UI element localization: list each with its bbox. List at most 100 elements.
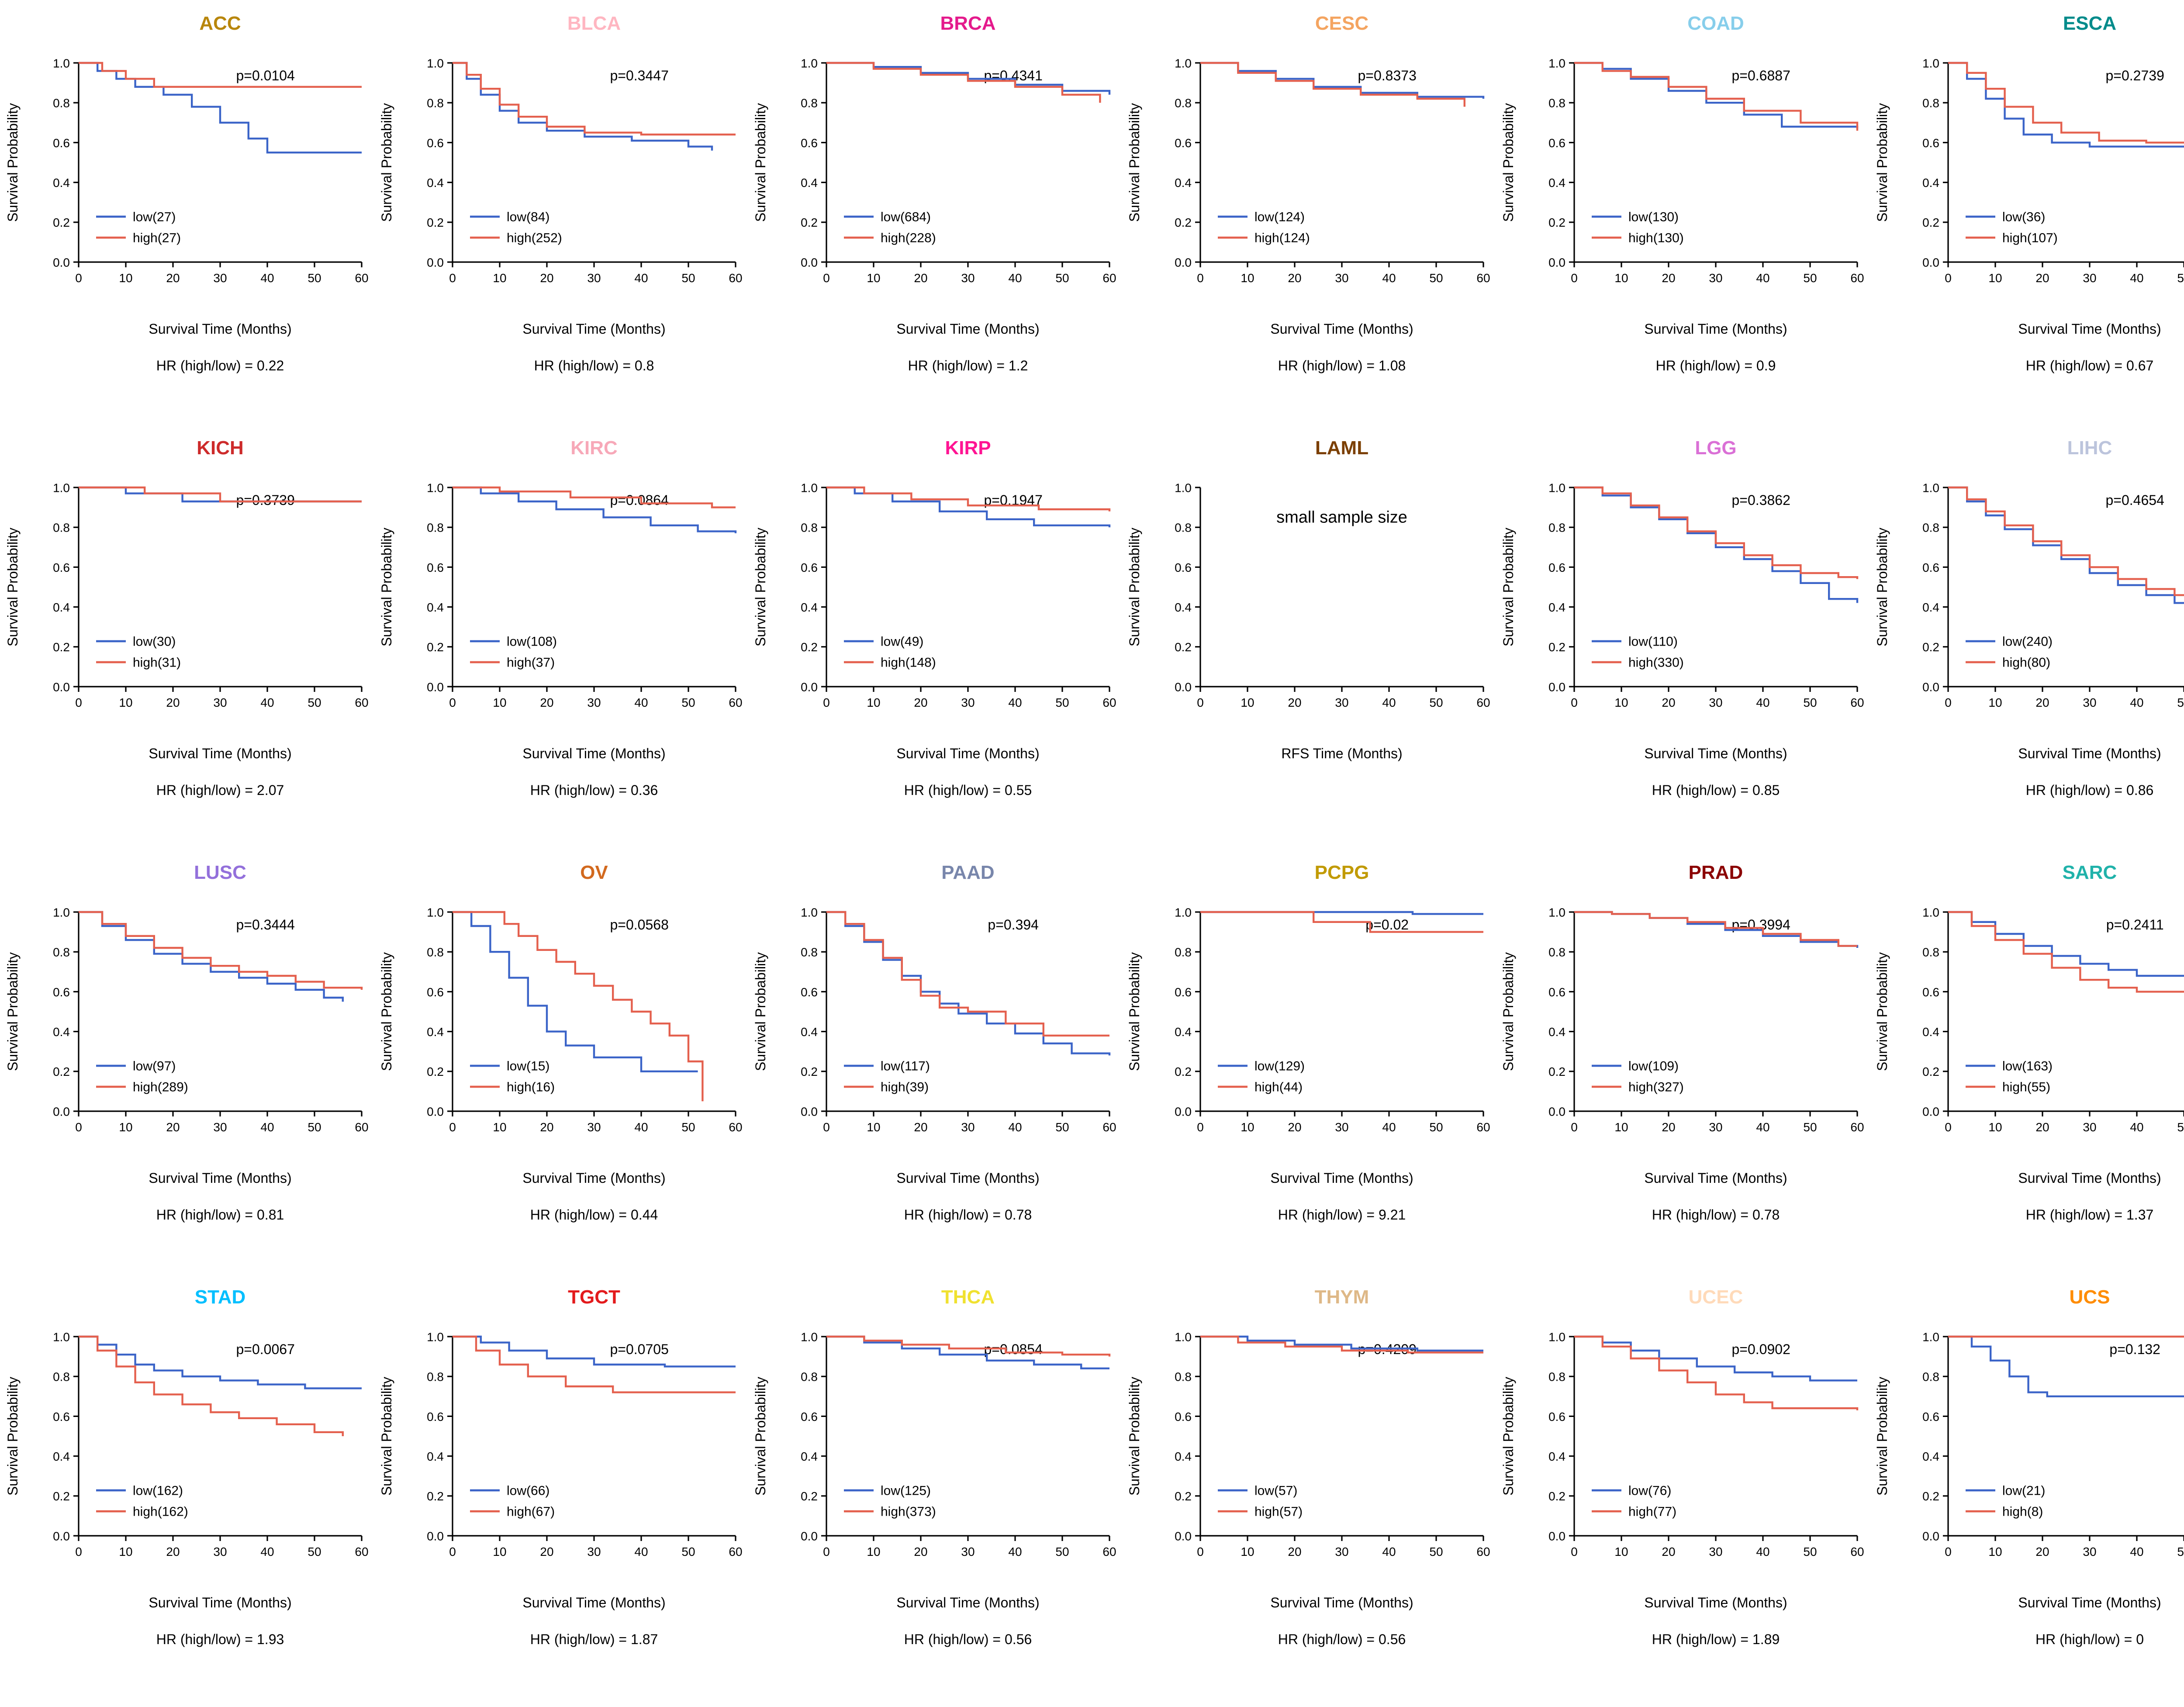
x-tick-label: 60 bbox=[1850, 1120, 1864, 1134]
survival-curve-high bbox=[1948, 62, 2184, 144]
legend-label-high: high(373) bbox=[881, 1504, 936, 1519]
y-tick-label: 1.0 bbox=[53, 1330, 70, 1344]
panel-THYM: THYM 1.0 0.8 0.6 0.4 0.2 0.0 0 10 20 30 40 50 60 Survi… bbox=[1123, 1274, 1497, 1698]
hr-label: HR (high/low) = 9.21 bbox=[1278, 1207, 1406, 1223]
hr-label: HR (high/low) = 0.9 bbox=[1656, 358, 1776, 373]
x-tick-label: 0 bbox=[1571, 1545, 1578, 1558]
x-tick-label: 0 bbox=[75, 696, 82, 709]
panel-BLCA: BLCA 1.0 0.8 0.6 0.4 0.2 0.0 0 10 20 30 40 50 60 Survi… bbox=[376, 0, 750, 425]
x-tick-label: 30 bbox=[2083, 1545, 2096, 1558]
x-tick-label: 30 bbox=[587, 271, 601, 285]
hr-label: HR (high/low) = 1.08 bbox=[1278, 358, 1406, 373]
y-tick-label: 0.6 bbox=[1175, 1410, 1192, 1424]
panel-svg-KICH: KICH 1.0 0.8 0.6 0.4 0.2 0.0 0 10 20 30 40 50 60 Survi… bbox=[5, 437, 369, 798]
x-tick-label: 20 bbox=[2035, 271, 2049, 285]
survival-curve-high bbox=[1574, 62, 1859, 131]
y-axis-label: Survival Probability bbox=[753, 1377, 768, 1496]
y-tick-label: 1.0 bbox=[53, 905, 70, 919]
x-tick-label: 0 bbox=[449, 1120, 456, 1134]
x-tick-label: 10 bbox=[493, 1120, 506, 1134]
y-tick-label: 0.2 bbox=[1548, 640, 1565, 654]
y-tick-label: 0.0 bbox=[801, 256, 818, 269]
y-tick-label: 0.4 bbox=[427, 1025, 444, 1039]
x-axis-label: Survival Time (Months) bbox=[1644, 1170, 1787, 1186]
panel-SARC: SARC1.00.80.60.40.20.00102030405060Survi… bbox=[1871, 849, 2184, 1274]
y-tick-label: 0.0 bbox=[1175, 1105, 1192, 1118]
x-tick-label: 40 bbox=[1382, 271, 1396, 285]
y-tick-label: 0.4 bbox=[1922, 1025, 1939, 1039]
y-tick-label: 0.2 bbox=[1548, 1065, 1565, 1078]
y-tick-label: 0.8 bbox=[801, 521, 818, 535]
x-tick-label: 50 bbox=[308, 1545, 321, 1558]
x-tick-label: 50 bbox=[2177, 1545, 2184, 1558]
y-tick-label: 0.8 bbox=[1175, 97, 1192, 110]
x-tick-label: 30 bbox=[2083, 271, 2096, 285]
x-axis-label: Survival Time (Months) bbox=[1644, 1595, 1787, 1610]
x-tick-label: 20 bbox=[540, 271, 553, 285]
x-tick-label: 40 bbox=[1008, 1545, 1022, 1558]
survival-curve-low bbox=[1200, 1335, 1483, 1352]
y-tick-label: 0.6 bbox=[427, 136, 444, 150]
y-tick-label: 0.2 bbox=[1922, 216, 1939, 229]
x-tick-label: 30 bbox=[2083, 696, 2096, 709]
x-tick-label: 40 bbox=[260, 1545, 274, 1558]
panel-svg-OV: OV 1.0 0.8 0.6 0.4 0.2 0.0 0 10 20 30 40 50 60 Surviva… bbox=[379, 862, 743, 1223]
x-tick-label: 50 bbox=[2177, 271, 2184, 285]
panel-title: UCS bbox=[2070, 1286, 2110, 1308]
x-tick-label: 10 bbox=[493, 696, 506, 709]
x-tick-label: 30 bbox=[213, 696, 227, 709]
y-tick-label: 0.0 bbox=[53, 680, 70, 694]
panel-title: THCA bbox=[941, 1286, 995, 1308]
y-tick-label: 0.6 bbox=[1548, 985, 1565, 999]
y-tick-label: 0.8 bbox=[1175, 521, 1192, 535]
y-axis-label: Survival Probability bbox=[379, 952, 394, 1071]
y-axis-label: Survival Probability bbox=[1127, 103, 1142, 222]
x-axis-label: Survival Time (Months) bbox=[896, 1595, 1039, 1610]
panel-title: TGCT bbox=[568, 1286, 620, 1308]
legend-label-high: high(228) bbox=[881, 231, 936, 245]
x-tick-label: 50 bbox=[1429, 1120, 1443, 1134]
legend-label-low: low(84) bbox=[507, 210, 549, 224]
x-axis-label: Survival Time (Months) bbox=[2018, 1595, 2161, 1610]
hr-label: HR (high/low) = 0.81 bbox=[156, 1207, 284, 1223]
x-tick-label: 60 bbox=[1850, 1545, 1864, 1558]
y-tick-label: 0.8 bbox=[1175, 1370, 1192, 1384]
x-axis-label: Survival Time (Months) bbox=[522, 746, 665, 761]
x-tick-label: 30 bbox=[1709, 1120, 1722, 1134]
legend-label-low: low(240) bbox=[2002, 634, 2053, 649]
y-tick-label: 0.2 bbox=[427, 640, 444, 654]
panel-svg-THYM: THYM 1.0 0.8 0.6 0.4 0.2 0.0 0 10 20 30 40 50 60 Survi… bbox=[1127, 1286, 1490, 1647]
x-tick-label: 0 bbox=[1197, 696, 1204, 709]
x-axis-label: Survival Time (Months) bbox=[1644, 746, 1787, 761]
y-tick-label: 0.4 bbox=[53, 1025, 70, 1039]
p-value-label: p=0.2739 bbox=[2106, 68, 2164, 83]
x-tick-label: 60 bbox=[1476, 1120, 1490, 1134]
x-tick-label: 20 bbox=[1288, 1545, 1301, 1558]
panel-BRCA: BRCA 1.0 0.8 0.6 0.4 0.2 0.0 0 10 20 30 40 50 60 Survi… bbox=[750, 0, 1123, 425]
legend-label-low: low(117) bbox=[881, 1059, 930, 1073]
x-tick-label: 60 bbox=[355, 1545, 368, 1558]
y-tick-label: 0.4 bbox=[1175, 176, 1192, 190]
panel-CESC: CESC 1.0 0.8 0.6 0.4 0.2 0.0 0 10 20 30 40 50 60 Survi… bbox=[1123, 0, 1497, 425]
hr-label: HR (high/low) = 0.36 bbox=[530, 782, 658, 798]
x-tick-label: 40 bbox=[260, 1120, 274, 1134]
y-tick-label: 0.0 bbox=[1175, 1529, 1192, 1543]
x-tick-label: 20 bbox=[1662, 1545, 1675, 1558]
legend-label-high: high(37) bbox=[507, 655, 555, 670]
y-tick-label: 0.6 bbox=[801, 1410, 818, 1424]
y-tick-label: 1.0 bbox=[801, 905, 818, 919]
y-axis-label: Survival Probability bbox=[1874, 1377, 1890, 1496]
hr-label: HR (high/low) = 0.44 bbox=[530, 1207, 658, 1223]
y-tick-label: 0.6 bbox=[427, 985, 444, 999]
hr-label: HR (high/low) = 0.85 bbox=[1652, 782, 1780, 798]
y-tick-label: 0.4 bbox=[427, 176, 444, 190]
x-tick-label: 0 bbox=[1945, 1120, 1952, 1134]
survival-curve-high bbox=[1200, 911, 1483, 933]
panel-title: PAAD bbox=[941, 862, 994, 883]
legend-label-high: high(77) bbox=[1628, 1504, 1676, 1519]
x-tick-label: 60 bbox=[1102, 1120, 1116, 1134]
survival-curve-low bbox=[1574, 486, 1859, 603]
x-tick-label: 0 bbox=[75, 1545, 82, 1558]
panel-TGCT: TGCT 1.0 0.8 0.6 0.4 0.2 0.0 0 10 20 30 40 50 60 Survi… bbox=[376, 1274, 750, 1698]
panel-title: SARC bbox=[2063, 862, 2117, 883]
